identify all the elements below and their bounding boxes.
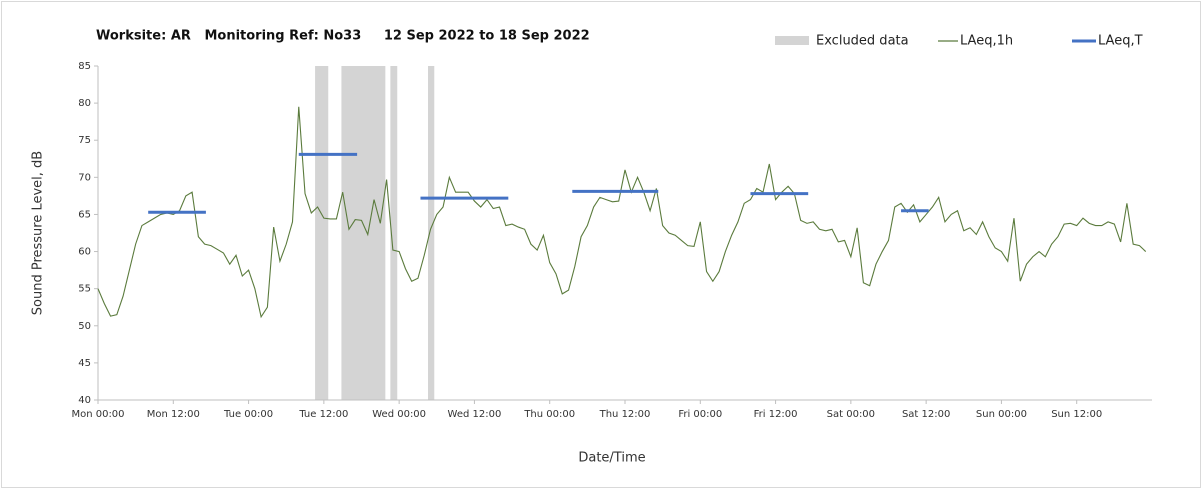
y-tick-label: 45 [78, 358, 91, 369]
line-series [97, 106, 1147, 319]
x-tick-label: Sun 00:00 [976, 409, 1027, 420]
legend-swatch [775, 36, 809, 45]
x-tick-label: Wed 12:00 [448, 409, 502, 420]
y-tick-label: 80 [78, 98, 91, 109]
legend-label: LAeq,T [1098, 34, 1143, 49]
x-tick-label: Tue 00:00 [223, 409, 273, 420]
x-tick-label: Sat 00:00 [827, 409, 875, 420]
x-tick-label: Tue 12:00 [298, 409, 348, 420]
y-tick-label: 85 [78, 61, 91, 72]
chart-title: Worksite: AR Monitoring Ref: No33 12 Sep… [96, 29, 590, 44]
y-tick-label: 50 [78, 321, 91, 332]
x-tick-label: Mon 00:00 [71, 409, 124, 420]
excluded-band [315, 66, 329, 400]
y-tick-label: 60 [78, 247, 91, 258]
x-tick-label: Sun 12:00 [1051, 409, 1102, 420]
excluded-band [428, 66, 435, 400]
x-tick-label: Mon 12:00 [147, 409, 200, 420]
y-axis-label: Sound Pressure Level, dB [31, 151, 46, 315]
y-tick-label: 70 [78, 172, 91, 183]
y-tick-label: 65 [78, 209, 91, 220]
x-tick-label: Wed 00:00 [372, 409, 426, 420]
x-tick-label: Fri 00:00 [678, 409, 722, 420]
legend-label: LAeq,1h [960, 34, 1013, 49]
x-axis-label: Date/Time [578, 451, 645, 466]
x-tick-label: Thu 12:00 [599, 409, 651, 420]
x-tick-label: Thu 00:00 [523, 409, 575, 420]
x-tick-label: Sat 12:00 [902, 409, 950, 420]
y-tick-label: 40 [78, 395, 91, 406]
x-tick-label: Fri 12:00 [754, 409, 798, 420]
excluded-band [390, 66, 398, 400]
excluded-band [341, 66, 386, 400]
y-tick-label: 75 [78, 135, 91, 146]
legend-label: Excluded data [816, 34, 909, 49]
y-tick-label: 55 [78, 284, 91, 295]
